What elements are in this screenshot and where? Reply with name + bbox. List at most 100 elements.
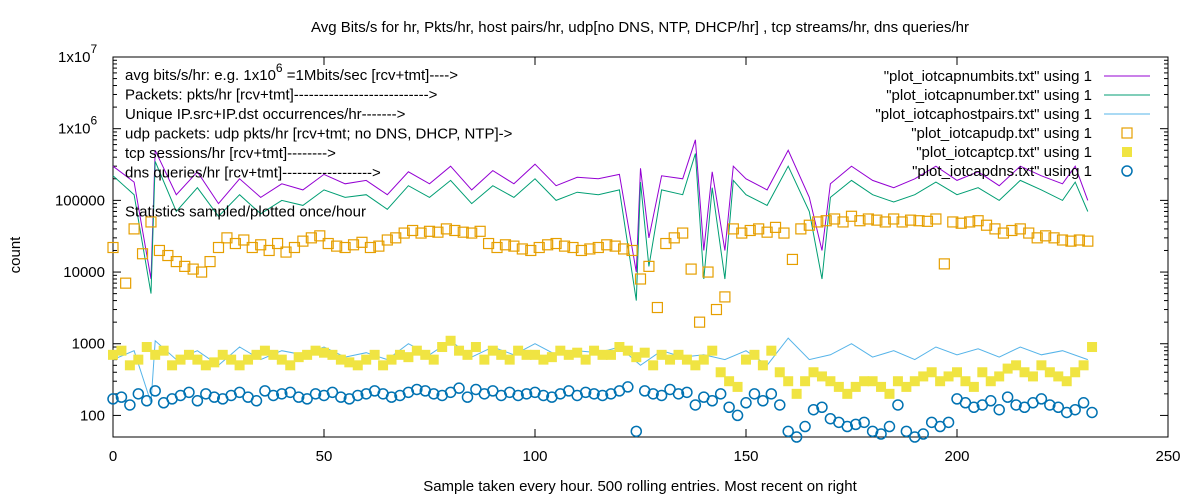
- data-point: [605, 349, 616, 360]
- data-point: [731, 409, 744, 422]
- data-point: [791, 388, 802, 399]
- data-point: [339, 241, 351, 254]
- data-point: [1040, 230, 1052, 242]
- data-point: [141, 342, 152, 353]
- data-point: [302, 349, 313, 360]
- data-point: [741, 354, 751, 365]
- data-point: [558, 240, 571, 252]
- data-point: [352, 360, 363, 371]
- data-point: [837, 216, 849, 228]
- data-point: [883, 420, 896, 433]
- data-point: [707, 345, 718, 356]
- data-point: [234, 360, 245, 371]
- annotation-line: avg bits/s/hr: e.g. 1x106 =1Mbits/sec [r…: [125, 61, 458, 84]
- data-point: [162, 249, 174, 262]
- data-point: [985, 395, 997, 407]
- data-point: [212, 241, 225, 254]
- data-point: [217, 349, 228, 360]
- data-point: [183, 386, 195, 399]
- data-point: [107, 393, 119, 405]
- data-point: [1061, 376, 1072, 387]
- data-point: [947, 216, 959, 228]
- data-point: [693, 316, 706, 328]
- data-point: [876, 381, 887, 392]
- data-point: [631, 352, 642, 363]
- data-point: [1014, 223, 1026, 235]
- data-point: [859, 376, 870, 387]
- legend-swatch: [1122, 147, 1132, 157]
- data-point: [825, 376, 836, 387]
- data-point: [411, 345, 422, 356]
- data-point: [596, 389, 609, 402]
- data-point: [499, 239, 512, 251]
- data-point: [601, 239, 613, 251]
- legend-label: "plot_iotcapudp.txt" using 1: [911, 125, 1092, 142]
- data-point: [369, 349, 380, 360]
- annotation-text: Unique IP.src+IP.dst occurrences/hr-----…: [125, 106, 406, 123]
- data-point: [634, 273, 647, 285]
- chart-title: Avg Bits/s for hr, Pkts/hr, host pairs/h…: [311, 19, 969, 36]
- data-point: [575, 244, 588, 257]
- data-point: [445, 335, 456, 346]
- data-point: [909, 376, 920, 387]
- data-point: [259, 345, 270, 356]
- y-tick-label: 100000: [55, 192, 105, 209]
- data-point: [453, 382, 465, 394]
- data-point: [656, 349, 667, 360]
- data-point: [491, 241, 503, 254]
- data-point: [246, 241, 258, 254]
- data-point: [284, 386, 296, 399]
- data-point: [816, 401, 828, 414]
- data-point: [918, 371, 929, 382]
- data-point: [335, 391, 347, 403]
- data-point: [926, 367, 937, 378]
- data-point: [563, 349, 574, 360]
- series-line: [112, 337, 1088, 403]
- data-point: [437, 342, 448, 353]
- data-point: [504, 354, 515, 365]
- annotation-text: udp packets: udp pkts/hr [rcv+tmt; no DN…: [125, 126, 513, 143]
- data-point: [466, 227, 478, 239]
- data-point: [858, 416, 870, 429]
- data-point: [648, 360, 659, 371]
- legend-swatch: [1121, 165, 1133, 177]
- data-point: [892, 399, 904, 411]
- data-point: [769, 221, 782, 233]
- annotation-text: Statistics sampled/plotted once/hour: [125, 204, 366, 221]
- data-point: [609, 240, 621, 252]
- data-point: [790, 431, 803, 443]
- data-point: [896, 216, 908, 228]
- data-point: [660, 237, 672, 250]
- data-point: [732, 381, 743, 392]
- data-point: [673, 349, 684, 360]
- data-point: [714, 388, 727, 400]
- series-5: [107, 381, 1098, 443]
- data-point: [115, 391, 128, 403]
- data-point: [1006, 224, 1018, 237]
- data-point: [938, 258, 950, 270]
- data-point: [904, 214, 917, 226]
- series-3: [107, 210, 1094, 328]
- data-point: [655, 389, 668, 402]
- data-point: [1053, 371, 1064, 382]
- data-point: [1077, 397, 1090, 409]
- x-tick-label: 250: [1155, 448, 1180, 465]
- data-point: [124, 399, 136, 411]
- data-point: [630, 425, 643, 438]
- data-point: [1027, 371, 1038, 382]
- data-point: [753, 223, 765, 235]
- data-point: [710, 303, 723, 316]
- data-point: [310, 345, 321, 356]
- annotation-superscript: 6: [276, 61, 283, 75]
- data-point: [381, 234, 393, 246]
- legend-label: "plot_iotcapnumber.txt" using 1: [886, 87, 1092, 104]
- data-point: [1086, 406, 1098, 419]
- data-point: [977, 367, 988, 378]
- data-point: [150, 349, 161, 360]
- data-point: [736, 227, 748, 239]
- data-point: [533, 241, 545, 254]
- data-point: [816, 371, 827, 382]
- x-tick-label: 50: [316, 448, 333, 465]
- data-point: [449, 224, 461, 237]
